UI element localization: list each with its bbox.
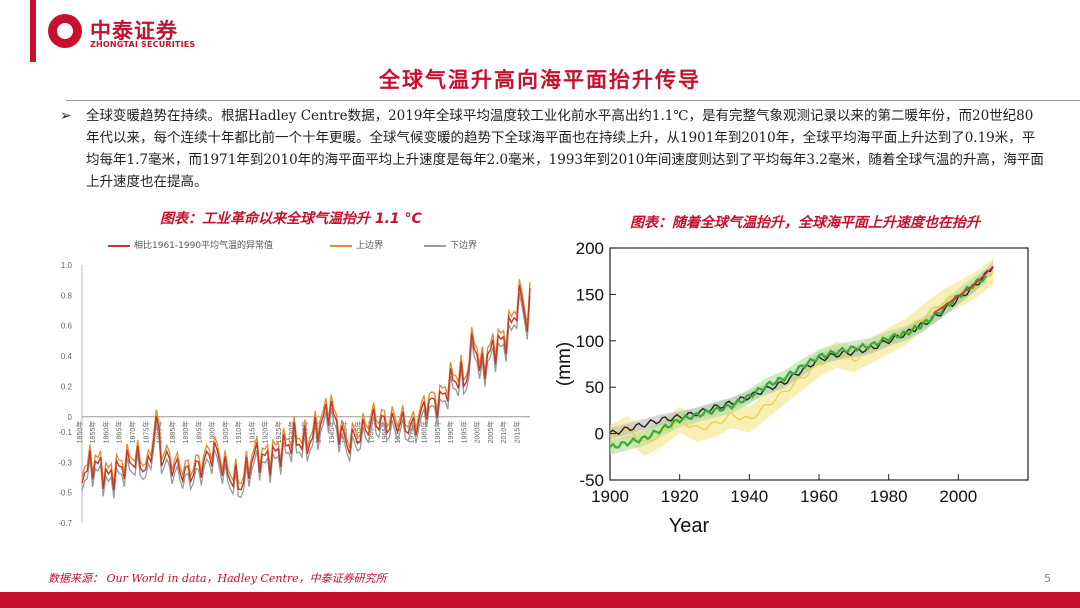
logo-mark-icon — [48, 14, 82, 48]
legend-upper-swatch — [330, 244, 352, 247]
legend-anomaly-swatch — [108, 244, 130, 247]
uncertainty-band-green — [610, 268, 987, 455]
y-tick-label: -0.1 — [58, 428, 72, 437]
y-tick-label: 0 — [595, 425, 604, 444]
x-tick-label: 1910年 — [234, 421, 243, 444]
x-tick-label: 1980 — [870, 487, 908, 506]
bottom-bar — [0, 592, 1080, 608]
x-tick-label: 1900年 — [208, 421, 217, 444]
legend-upper-label: 上边界 — [356, 241, 384, 251]
y-tick-label: 1.0 — [61, 261, 73, 270]
x-tick-label: 1980年 — [420, 421, 429, 444]
left-chart-caption: 图表：工业革命以来全球气温抬升 1.1 °C — [160, 211, 422, 227]
legend-anomaly-label: 相比1961-1990平均气温的异常值 — [134, 241, 274, 251]
summary-paragraph: 全球变暖趋势在持续。根据Hadley Centre数据，2019年全球平均温度较… — [86, 108, 1044, 190]
logo-text-en: ZHONGTAI SECURITIES — [90, 40, 196, 49]
x-tick-label: 1955年 — [353, 421, 362, 444]
y-tick-label: -0.3 — [58, 458, 72, 467]
x-tick-label: 1930年 — [287, 421, 296, 444]
x-tick-label: 1960 — [800, 487, 838, 506]
bullet-arrow-icon: ➢ — [60, 108, 72, 124]
legend-upper: 上边界 — [330, 238, 383, 251]
x-tick-label: 1920 — [661, 487, 699, 506]
x-tick-label: 1895年 — [194, 421, 203, 444]
y-tick-label: 0.2 — [61, 382, 73, 391]
uncertainty-band-black — [610, 261, 994, 440]
series-anomaly — [81, 285, 531, 491]
x-tick-label: 1925年 — [274, 421, 283, 444]
y-tick-label: 200 — [576, 239, 604, 258]
x-tick-label: 1870年 — [128, 421, 137, 444]
temperature-anomaly-chart: 1.0 0.8 0.6 0.4 0.2 0 -0.1 -0.3 -0.5 -0.7 1850年 185… — [58, 261, 531, 528]
x-tick-label: 2015年 — [512, 421, 521, 444]
legend-lower: 下边界 — [424, 238, 477, 251]
y-tick-label: 0.6 — [61, 322, 73, 331]
y-tick-label: -0.5 — [58, 489, 72, 498]
company-logo: 中泰证券 ZHONGTAI SECURITIES — [0, 0, 200, 62]
y-tick-label: -0.7 — [58, 519, 72, 528]
y-tick-label: 0 — [68, 413, 73, 422]
brand-strip — [30, 0, 36, 62]
y-tick-label: 0.8 — [61, 291, 73, 300]
series-yellow — [609, 270, 994, 442]
x-tick-label: 1950年 — [340, 421, 349, 444]
legend-lower-swatch — [424, 244, 446, 247]
y-tick-label: 100 — [576, 332, 604, 351]
x-tick-label: 1850年 — [75, 421, 84, 444]
x-tick-label: 2010年 — [499, 421, 508, 444]
x-tick-label: 1865年 — [115, 421, 124, 444]
x-tick-label: 2005年 — [486, 421, 495, 444]
x-tick-label: 1905年 — [221, 421, 230, 444]
x-tick-label: 1985年 — [433, 421, 442, 444]
x-tick-label: 1965年 — [380, 421, 389, 444]
x-tick-label: 1940 — [730, 487, 768, 506]
x-tick-label: 1990年 — [446, 421, 455, 444]
legend-anomaly: 相比1961-1990平均气温的异常值 — [108, 238, 273, 251]
right-chart-caption: 图表：随着全球气温抬升，全球海平面上升速度也在抬升 — [630, 215, 980, 231]
y-axis-label: (mm) — [554, 342, 575, 386]
legend-lower-label: 下边界 — [450, 241, 478, 251]
x-tick-label: 1915年 — [247, 421, 256, 444]
page-title: 全球气温升高向海平面抬升传导 — [379, 67, 701, 92]
x-tick-label: 1900 — [591, 487, 629, 506]
y-tick-label: -50 — [579, 471, 604, 490]
x-tick-label: 1875年 — [141, 421, 150, 444]
page-number: 5 — [1044, 572, 1051, 585]
x-tick-label: 1885年 — [168, 421, 177, 444]
x-tick-label: 1945年 — [327, 421, 336, 444]
series-green — [609, 275, 988, 449]
x-tick-label: 1860年 — [102, 421, 111, 444]
y-tick-label: 0.4 — [61, 352, 73, 361]
x-tick-label: 2000年 — [473, 421, 482, 444]
top-bar: 中泰证券 ZHONGTAI SECURITIES — [0, 0, 1080, 62]
sea-level-chart: -50 0 50 100 150 200 1900 1920 1940 1960 1980 2000 Y… — [554, 239, 1029, 537]
data-source-note: 数据来源： Our World in data，Hadley Centre，中泰… — [48, 572, 387, 585]
x-tick-label: 1890年 — [181, 421, 190, 444]
x-tick-label: 1920年 — [261, 421, 270, 444]
x-tick-label: 1960年 — [367, 421, 376, 444]
logo-text-cn: 中泰证券 — [90, 19, 178, 43]
x-tick-label: 1995年 — [459, 421, 468, 444]
x-axis-label: Year — [669, 515, 710, 537]
x-tick-label: 1855年 — [88, 421, 97, 444]
title-divider — [66, 100, 1080, 101]
series-lower-bound — [81, 292, 531, 498]
y-tick-label: 150 — [576, 285, 604, 304]
series-red — [933, 266, 994, 314]
x-tick-label: 2000 — [939, 487, 977, 506]
y-tick-label: 50 — [585, 378, 604, 397]
